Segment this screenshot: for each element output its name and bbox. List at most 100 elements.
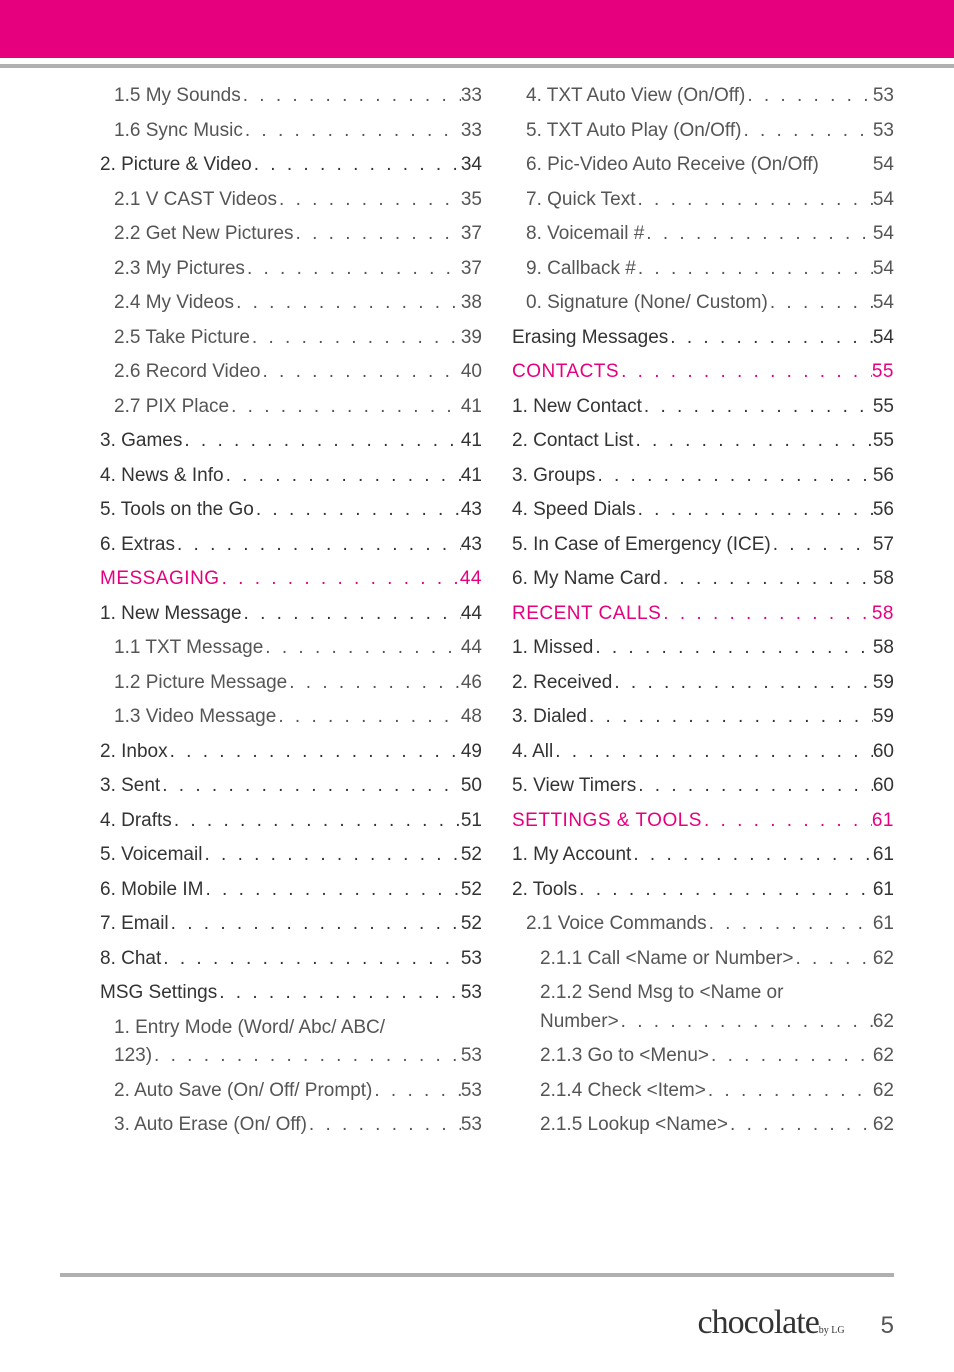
toc-text: 5. Tools on the Go: [100, 496, 254, 525]
toc-leader-dots: . . . . . . . . . . . . . . . . . . . . …: [636, 496, 873, 525]
toc-page-number: 43: [461, 531, 482, 560]
toc-text: 2.1.1 Call <Name or Number>: [540, 945, 793, 974]
toc-page-number: 51: [461, 807, 482, 836]
toc-entry: 6. My Name Card . . . . . . . . . . . . …: [512, 565, 894, 594]
toc-left-column: 1.5 My Sounds . . . . . . . . . . . . . …: [100, 82, 482, 1146]
toc-page-number: 53: [461, 1077, 482, 1106]
toc-entry: 3. Games . . . . . . . . . . . . . . . .…: [100, 427, 482, 456]
toc-text: 4. News & Info: [100, 462, 224, 491]
toc-text: 1. My Account: [512, 841, 631, 870]
toc-leader-dots: . . . . . . . . . . . . . . . . . . . . …: [577, 876, 873, 905]
toc-text: 5. TXT Auto Play (On/Off): [526, 117, 741, 146]
toc-page-number: 54: [873, 151, 894, 180]
toc-entry: MSG Settings . . . . . . . . . . . . . .…: [100, 979, 482, 1008]
toc-text: CONTACTS: [512, 358, 619, 387]
toc-page-number: 49: [461, 738, 482, 767]
toc-text: 1.5 My Sounds: [114, 82, 241, 111]
toc-entry: 4. Drafts . . . . . . . . . . . . . . . …: [100, 807, 482, 836]
toc-leader-dots: . . . . . . . . . . . . . . . . . . . . …: [668, 324, 873, 353]
toc-page-number: 50: [461, 772, 482, 801]
toc-leader-dots: . . . . . . . . . . . . . . . . . . . . …: [709, 1042, 873, 1071]
toc-page-number: 44: [461, 600, 482, 629]
toc-leader-dots: . . . . . . . . . . . . . . . . . . . . …: [745, 82, 873, 111]
toc-leader-dots: . . . . . . . . . . . . . . . . . . . . …: [768, 289, 873, 318]
toc-entry: 5. Tools on the Go . . . . . . . . . . .…: [100, 496, 482, 525]
toc-entry: 2.7 PIX Place . . . . . . . . . . . . . …: [100, 393, 482, 422]
toc-entry: 5. TXT Auto Play (On/Off) . . . . . . . …: [512, 117, 894, 146]
toc-entry: 6. Extras . . . . . . . . . . . . . . . …: [100, 531, 482, 560]
toc-entry: 4. News & Info . . . . . . . . . . . . .…: [100, 462, 482, 491]
toc-page-number: 60: [873, 738, 894, 767]
toc-leader-dots: . . . . . . . . . . . . . . . . . . . . …: [229, 393, 461, 422]
toc-text: 2. Auto Save (On/ Off/ Prompt): [114, 1077, 372, 1106]
toc-text: 2.7 PIX Place: [114, 393, 229, 422]
page-footer: chocolateby LG 5: [698, 1304, 894, 1342]
toc-page-number: 58: [872, 600, 894, 629]
toc-entry: 2.1.2 Send Msg to <Name orNumber> . . . …: [512, 979, 894, 1036]
toc-leader-dots: . . . . . . . . . . . . . . . . . . . . …: [636, 772, 873, 801]
toc-text: 3. Groups: [512, 462, 595, 491]
toc-page-number: 33: [461, 82, 482, 111]
toc-entry: 6. Mobile IM . . . . . . . . . . . . . .…: [100, 876, 482, 905]
toc-page-number: 53: [873, 82, 894, 111]
toc-page-number: 53: [461, 945, 482, 974]
toc-page-number: 39: [461, 324, 482, 353]
toc-entry: 3. Dialed . . . . . . . . . . . . . . . …: [512, 703, 894, 732]
top-brand-bar: [0, 0, 954, 58]
toc-content: 1.5 My Sounds . . . . . . . . . . . . . …: [0, 68, 954, 1146]
toc-page-number: 52: [461, 841, 482, 870]
toc-text-line1: 1. Entry Mode (Word/ Abc/ ABC/: [114, 1014, 482, 1043]
toc-entry: 1. New Contact . . . . . . . . . . . . .…: [512, 393, 894, 422]
toc-entry: 4. TXT Auto View (On/Off) . . . . . . . …: [512, 82, 894, 111]
toc-leader-dots: . . . . . . . . . . . . . . . . . . . . …: [241, 82, 461, 111]
toc-page-number: 62: [873, 1042, 894, 1071]
toc-entry: 7. Quick Text . . . . . . . . . . . . . …: [512, 186, 894, 215]
toc-page-number: 52: [461, 876, 482, 905]
toc-text: 3. Sent: [100, 772, 160, 801]
toc-entry: 2. Received . . . . . . . . . . . . . . …: [512, 669, 894, 698]
toc-entry: 2.6 Record Video . . . . . . . . . . . .…: [100, 358, 482, 387]
toc-entry: MESSAGING . . . . . . . . . . . . . . . …: [100, 565, 482, 594]
toc-text: 1. New Contact: [512, 393, 642, 422]
toc-page-number: 38: [461, 289, 482, 318]
toc-entry: 7. Email . . . . . . . . . . . . . . . .…: [100, 910, 482, 939]
toc-leader-dots: . . . . . . . . . . . . . . . . . . . . …: [168, 738, 461, 767]
toc-entry: 2.3 My Pictures . . . . . . . . . . . . …: [100, 255, 482, 284]
toc-text: 2. Received: [512, 669, 612, 698]
toc-page-number: 61: [873, 841, 894, 870]
toc-leader-dots: . . . . . . . . . . . . . . . . . . . . …: [307, 1111, 461, 1140]
toc-entry: 5. Voicemail . . . . . . . . . . . . . .…: [100, 841, 482, 870]
toc-entry: 2.1.3 Go to <Menu> . . . . . . . . . . .…: [512, 1042, 894, 1071]
toc-text: 1.6 Sync Music: [114, 117, 243, 146]
toc-text: 8. Voicemail #: [526, 220, 644, 249]
toc-text: 3. Dialed: [512, 703, 587, 732]
toc-page-number: 58: [873, 634, 894, 663]
toc-text: 2.1.5 Lookup <Name>: [540, 1111, 728, 1140]
toc-entry: 2. Tools . . . . . . . . . . . . . . . .…: [512, 876, 894, 905]
toc-leader-dots: . . . . . . . . . . . . . . . . . . . . …: [217, 979, 461, 1008]
toc-page-number: 59: [873, 703, 894, 732]
toc-entry: 5. In Case of Emergency (ICE) . . . . . …: [512, 531, 894, 560]
toc-entry: 1. My Account . . . . . . . . . . . . . …: [512, 841, 894, 870]
toc-text: Erasing Messages: [512, 324, 668, 353]
toc-leader-dots: . . . . . . . . . . . . . . . . . . . . …: [263, 634, 461, 663]
toc-leader-dots: . . . . . . . . . . . . . . . . . . . . …: [169, 910, 461, 939]
toc-leader-dots: . . . . . . . . . . . . . . . . . . . . …: [234, 289, 461, 318]
toc-leader-dots: . . . . . . . . . . . . . . . . . . . . …: [202, 841, 460, 870]
toc-page-number: 48: [461, 703, 482, 732]
toc-leader-dots: . . . . . . . . . . . . . . . . . . . . …: [372, 1077, 460, 1106]
toc-page-number: 62: [873, 1008, 894, 1037]
toc-page-number: 43: [461, 496, 482, 525]
toc-page-number: 53: [461, 1042, 482, 1071]
toc-entry: 4. Speed Dials . . . . . . . . . . . . .…: [512, 496, 894, 525]
toc-leader-dots: . . . . . . . . . . . . . . . . . . . . …: [252, 151, 461, 180]
toc-page-number: 58: [873, 565, 894, 594]
toc-entry: 2.1 Voice Commands . . . . . . . . . . .…: [512, 910, 894, 939]
toc-page-number: 56: [873, 462, 894, 491]
toc-entry: 6. Pic-Video Auto Receive (On/Off) 54: [512, 151, 894, 180]
toc-entry: 2.4 My Videos . . . . . . . . . . . . . …: [100, 289, 482, 318]
toc-page-number: 33: [461, 117, 482, 146]
toc-page-number: 40: [461, 358, 482, 387]
toc-text: 1.2 Picture Message: [114, 669, 287, 698]
toc-entry: 9. Callback # . . . . . . . . . . . . . …: [512, 255, 894, 284]
